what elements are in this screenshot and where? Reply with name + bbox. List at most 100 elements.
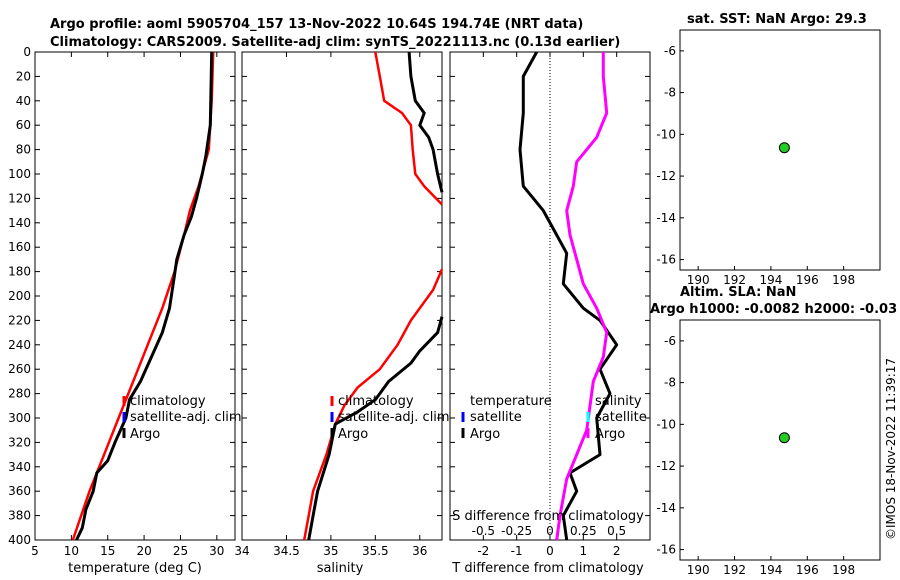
y-tick-label: 60 xyxy=(16,118,31,132)
legend-argo-label: Argo xyxy=(130,427,160,442)
legend-t-argo-label: Argo xyxy=(470,427,500,442)
legend-satellite-label: satellite-adj. clim xyxy=(130,410,242,425)
sla-panel-title-line1: Altim. SLA: NaN xyxy=(680,285,796,300)
y-tick-label: 100 xyxy=(8,167,31,181)
x-tick-label: 5 xyxy=(31,544,39,558)
x-tick-label: 2 xyxy=(613,544,621,558)
salinity-xlabel: salinity xyxy=(317,561,364,576)
legend-temperature-heading: temperature xyxy=(470,394,552,409)
sst-map-marks xyxy=(778,142,790,154)
x-tick-label: 0 xyxy=(546,544,554,558)
y-tick-label: 120 xyxy=(8,191,31,205)
x-tick-label: 36 xyxy=(412,544,427,558)
map-y-tick-label: -12 xyxy=(656,169,676,183)
map-x-tick-label: 198 xyxy=(832,563,855,577)
y-tick-label: 180 xyxy=(8,265,31,279)
legend-climatology-label: climatology xyxy=(338,394,414,409)
sst-map-ticks: 190 192 194 196 198 -6 -8 -10 -12 -14 -16 xyxy=(656,44,855,287)
salinity-legend: climatology satellite-adj. clim Argo xyxy=(330,394,450,442)
x-tick-label: 30 xyxy=(209,544,224,558)
series-climatology xyxy=(374,51,443,206)
y-tick-label: 320 xyxy=(8,435,31,449)
salinity-panel: 34 34.5 35 35.5 36 salinity xyxy=(234,51,444,576)
series-argo_lower xyxy=(307,316,444,541)
series-climatology xyxy=(71,51,215,541)
sla-map-panel: 190 192 194 196 198 -6 -8 -10 -12 -14 -16 xyxy=(656,319,881,577)
map-x-tick-label: 190 xyxy=(687,273,710,287)
y-tick-label: 280 xyxy=(8,387,31,401)
difference-lines xyxy=(518,51,619,541)
series-salinity_diff xyxy=(555,52,609,541)
legend-climatology-label: climatology xyxy=(130,394,206,409)
timestamp-watermark: ©IMOS 18-Nov-2022 11:39:17 xyxy=(884,358,898,540)
temperature-legend: climatology satellite-adj. clim Argo xyxy=(122,394,242,442)
map-y-tick-label: -14 xyxy=(656,501,676,515)
map-x-tick-label: 190 xyxy=(687,563,710,577)
y-tick-label: 240 xyxy=(8,338,31,352)
difference-legend: temperature satellite Argo salinity sate… xyxy=(461,394,647,442)
map-x-tick-label: 194 xyxy=(759,273,782,287)
map-x-tick-label: 194 xyxy=(759,563,782,577)
map-y-tick-label: -14 xyxy=(656,211,676,225)
legend-s-argo-label: Argo xyxy=(595,427,625,442)
x-tick-label: 34.5 xyxy=(273,544,300,558)
y-tick-label: 40 xyxy=(16,94,31,108)
top-x-tick-label: -0.25 xyxy=(501,524,532,538)
temperature-xlabel: temperature (deg C) xyxy=(68,561,202,576)
difference-ticks: -2 -1 0 1 2 -0.5 -0.25 0 0.25 0.5 xyxy=(450,51,650,558)
legend-s-satellite-label: satellite xyxy=(595,410,647,425)
legend-salinity-heading: salinity xyxy=(595,394,642,409)
sst-panel-title: sat. SST: NaN Argo: 29.3 xyxy=(687,12,867,27)
float-position-marker xyxy=(778,432,790,444)
y-tick-label: 340 xyxy=(8,460,31,474)
series-climatology_lower xyxy=(302,268,444,541)
x-tick-label: 25 xyxy=(173,544,188,558)
difference-top-xlabel: S difference from climatology xyxy=(452,509,644,524)
salinity-ticks: 34 34.5 35 35.5 36 xyxy=(234,51,442,558)
map-x-tick-label: 192 xyxy=(723,563,746,577)
temperature-lines xyxy=(71,51,215,541)
map-y-tick-label: -6 xyxy=(664,334,676,348)
x-tick-label: 10 xyxy=(64,544,79,558)
main-title-line2: Climatology: CARS2009. Satellite-adj cli… xyxy=(50,35,620,50)
sla-map-marks xyxy=(778,432,790,444)
legend-argo-label: Argo xyxy=(338,427,368,442)
y-tick-label: 0 xyxy=(23,45,31,59)
top-x-tick-label: 0.5 xyxy=(607,524,626,538)
sla-panel-title-line2: Argo h1000: -0.0082 h2000: -0.03 xyxy=(650,302,897,317)
temperature-panel: 5 10 15 20 25 3002040608010012014016018020022… xyxy=(8,45,236,576)
top-x-tick-label: -0.5 xyxy=(472,524,495,538)
difference-xlabel: T difference from climatology xyxy=(451,561,644,576)
difference-panel: -2 -1 0 1 2 -0.5 -0.25 0 0.25 0.5 T difference fr… xyxy=(449,51,651,576)
map-x-tick-label: 196 xyxy=(796,563,819,577)
map-y-tick-label: -16 xyxy=(656,253,676,267)
x-tick-label: -1 xyxy=(511,544,523,558)
map-y-tick-label: -10 xyxy=(656,417,676,431)
temperature-ticks: 5 10 15 20 25 3002040608010012014016018020022… xyxy=(8,45,235,558)
sst-map-panel: 190 192 194 196 198 -6 -8 -10 -12 -14 -16 xyxy=(656,29,881,287)
map-x-tick-label: 196 xyxy=(796,273,819,287)
y-tick-label: 140 xyxy=(8,216,31,230)
map-x-tick-label: 192 xyxy=(723,273,746,287)
legend-t-satellite-label: satellite xyxy=(470,410,522,425)
map-y-tick-label: -10 xyxy=(656,127,676,141)
float-position-marker xyxy=(778,142,790,154)
x-tick-label: 34 xyxy=(234,544,249,558)
x-tick-label: -2 xyxy=(477,544,489,558)
x-tick-label: 35.5 xyxy=(362,544,389,558)
x-tick-label: 35 xyxy=(323,544,338,558)
map-x-tick-label: 198 xyxy=(832,273,855,287)
legend-satellite-label: satellite-adj. clim xyxy=(338,410,450,425)
top-x-tick-label: 0 xyxy=(546,524,554,538)
y-tick-label: 260 xyxy=(8,362,31,376)
top-x-tick-label: 0.25 xyxy=(570,524,597,538)
sla-map-frame xyxy=(679,319,881,561)
y-tick-label: 20 xyxy=(16,69,31,83)
map-y-tick-label: -8 xyxy=(664,376,676,390)
y-tick-label: 160 xyxy=(8,240,31,254)
map-y-tick-label: -16 xyxy=(656,543,676,557)
map-y-tick-label: -6 xyxy=(664,44,676,58)
sst-map-frame xyxy=(679,29,881,271)
main-title-line1: Argo profile: aoml 5905704_157 13-Nov-20… xyxy=(50,17,583,32)
salinity-lines xyxy=(302,51,444,541)
